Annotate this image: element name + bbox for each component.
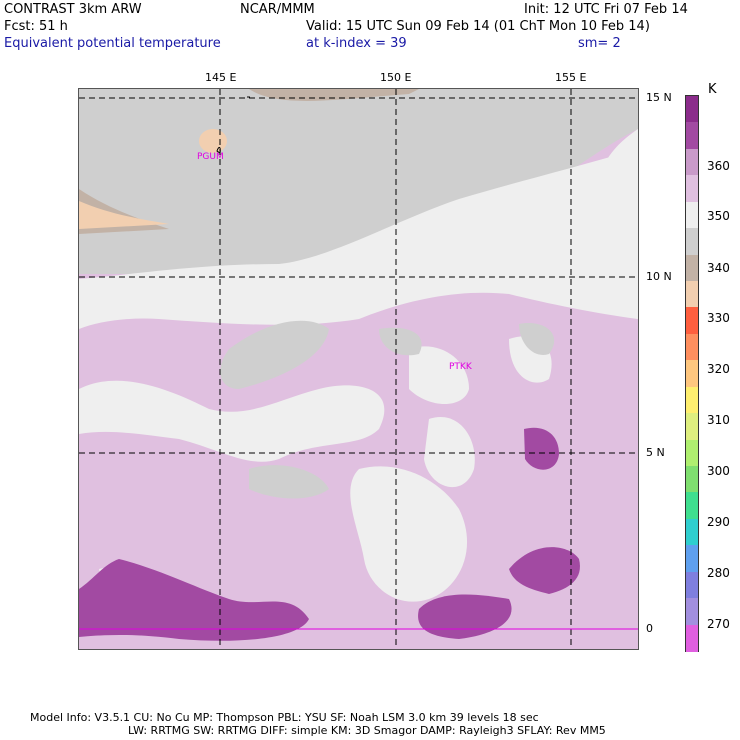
field-name: Equivalent potential temperature [4, 36, 221, 51]
colorbar-swatch [686, 386, 698, 414]
model-info-line2: LW: RRTMG SW: RRTMG DIFF: simple KM: 3D … [128, 724, 606, 737]
gray-patch-4 [519, 323, 555, 355]
valid-time: Valid: 15 UTC Sun 09 Feb 14 (01 ChT Mon … [306, 19, 650, 34]
warm-patch-guam [199, 129, 227, 153]
dark-band-se [509, 547, 580, 594]
level-info: at k-index = 39 [306, 36, 407, 51]
organization: NCAR/MMM [240, 2, 315, 17]
colorbar-swatch [686, 96, 698, 123]
colorbar-label-330: 330 [707, 311, 730, 325]
colorbar-swatch [686, 624, 698, 652]
colorbar-label-310: 310 [707, 413, 730, 427]
colorbar-label-360: 360 [707, 159, 730, 173]
lon-label-150: 150 E [380, 71, 412, 84]
station-ptkk: PTKK [449, 362, 472, 372]
guam-outline [216, 146, 221, 154]
gray-patch-1 [220, 320, 329, 389]
colorbar-label-340: 340 [707, 261, 730, 275]
colorbar-label-280: 280 [707, 566, 730, 580]
field-355-band [79, 149, 638, 329]
colorbar-label-300: 300 [707, 464, 730, 478]
colorbar-swatch [686, 598, 698, 626]
white-blob-1 [79, 380, 385, 462]
station-pgum: PGUM [197, 152, 224, 162]
warm-patch-west [79, 201, 169, 229]
model-title: CONTRAST 3km ARW [4, 2, 142, 17]
colorbar-swatch [686, 360, 698, 388]
colorbar-label-270: 270 [707, 617, 730, 631]
lat-label-15n: 15 N [646, 91, 672, 104]
colorbar-swatch [686, 492, 698, 520]
dark-band-s [418, 594, 512, 639]
map-field-svg [79, 89, 638, 649]
smoothing-info: sm= 2 [578, 36, 621, 51]
dark-blob-east [524, 427, 559, 470]
theta-e-map [78, 88, 639, 650]
lat-label-5n: 5 N [646, 446, 665, 459]
colorbar-swatch [686, 545, 698, 573]
colorbar-swatch [686, 518, 698, 546]
gray-patch-3 [379, 327, 422, 356]
lon-label-145: 145 E [205, 71, 237, 84]
colorbar-swatch [686, 175, 698, 203]
colorbar-swatch [686, 281, 698, 308]
init-time: Init: 12 UTC Fri 07 Feb 14 [524, 2, 688, 17]
lon-label-155: 155 E [555, 71, 587, 84]
white-blob-4 [424, 417, 475, 488]
colorbar-swatch [686, 228, 698, 256]
forecast-hour: Fcst: 51 h [4, 19, 68, 34]
colorbar-swatch [686, 466, 698, 493]
colorbar-label-350: 350 [707, 209, 730, 223]
lat-label-eq: 0 [646, 622, 653, 635]
white-blob-2 [350, 466, 468, 602]
dark-band-sw [79, 559, 309, 641]
colorbar-swatch [686, 333, 698, 361]
colorbar-swatch [686, 122, 698, 150]
colorbar-unit: K [708, 82, 717, 97]
colorbar-swatch [686, 413, 698, 441]
colorbar-swatch [686, 148, 698, 176]
colorbar [685, 95, 699, 652]
lat-label-10n: 10 N [646, 270, 672, 283]
model-info-line1: Model Info: V3.5.1 CU: No Cu MP: Thompso… [30, 711, 539, 724]
colorbar-swatch [686, 571, 698, 599]
colorbar-label-290: 290 [707, 515, 730, 529]
colorbar-swatch [686, 254, 698, 282]
colorbar-label-320: 320 [707, 362, 730, 376]
white-blob-3 [409, 346, 469, 404]
colorbar-swatch [686, 201, 698, 229]
colorbar-swatch [686, 439, 698, 467]
gray-patch-2 [249, 465, 329, 499]
right-edge-band [609, 319, 638, 559]
colorbar-swatch [686, 307, 698, 335]
